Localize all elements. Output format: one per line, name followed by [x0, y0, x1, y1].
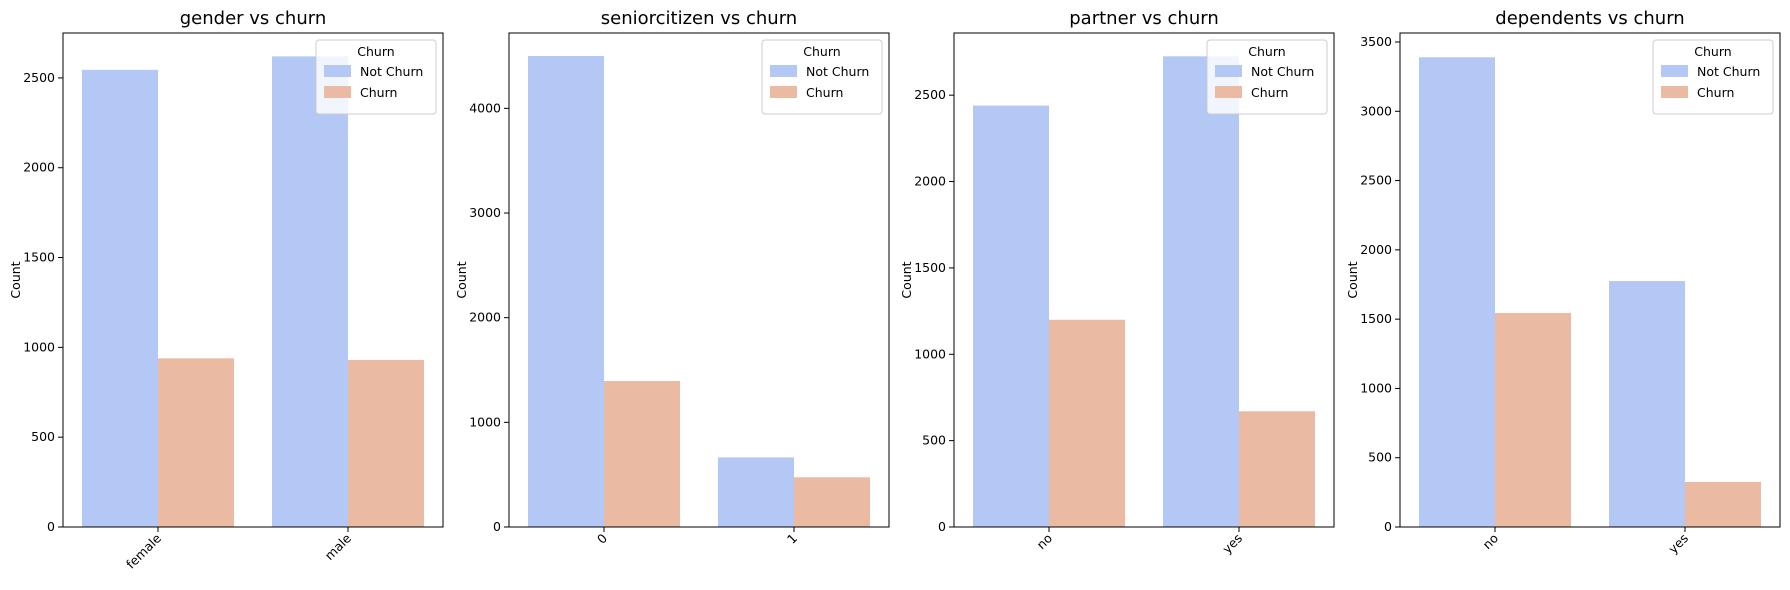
y-tick-label: 500 — [1368, 450, 1392, 465]
y-tick-label: 1000 — [1360, 380, 1392, 395]
legend-entry-not-churn: Not Churn — [1697, 64, 1760, 79]
y-tick-label: 1000 — [23, 339, 55, 354]
bar-not-churn-yes — [1163, 56, 1239, 528]
legend-swatch-not-churn — [1215, 65, 1242, 77]
legend-swatch-churn — [1215, 86, 1242, 98]
legend-title: Churn — [357, 44, 394, 59]
legend: Churn Not Churn Churn — [315, 39, 437, 115]
bar-churn-0 — [604, 380, 680, 527]
y-axis-label: Count — [899, 261, 914, 298]
y-axis-label: Count — [1345, 261, 1360, 298]
bar-churn-male — [348, 359, 424, 527]
y-tick-label: 500 — [31, 429, 55, 444]
x-tick-label: no — [1033, 531, 1055, 553]
bar-not-churn-0 — [528, 56, 604, 528]
plot-frame — [62, 32, 444, 528]
y-tick-label: 3000 — [469, 205, 501, 220]
chart-panel-0: 0 500 1000 1500 2000 2500 female male gender vs … — [8, 8, 444, 572]
legend: Churn Not Churn Churn — [1206, 39, 1328, 115]
y-tick-label: 2500 — [1360, 173, 1392, 188]
legend-swatch-churn — [770, 86, 797, 98]
y-tick-label: 0 — [493, 519, 501, 534]
legend-swatch-churn — [324, 86, 351, 98]
x-tick-label: no — [1479, 531, 1501, 553]
plot-frame — [953, 32, 1335, 528]
bar-not-churn-female — [82, 69, 158, 528]
x-tick-label: female — [123, 530, 164, 571]
chart-title: gender vs churn — [180, 8, 327, 29]
legend-swatch-churn — [1661, 86, 1688, 98]
x-tick-label: yes — [1219, 531, 1245, 557]
y-tick-label: 3000 — [1360, 103, 1392, 118]
bar-churn-no — [1049, 319, 1125, 527]
bar-churn-no — [1495, 312, 1571, 527]
y-tick-label: 3500 — [1360, 34, 1392, 49]
legend-entry-not-churn: Not Churn — [360, 64, 423, 79]
y-tick-label: 2500 — [914, 87, 946, 102]
plot-frame — [508, 32, 890, 528]
legend-title: Churn — [1694, 44, 1731, 59]
legend-swatch-not-churn — [324, 65, 351, 77]
legend-entry-churn: Churn — [360, 85, 397, 100]
bar-churn-female — [158, 358, 234, 527]
bar-not-churn-no — [1419, 57, 1495, 528]
y-tick-label: 2000 — [23, 160, 55, 175]
chart-panel-3: 0 500 1000 1500 2000 2500 3000 3500 no yes depende… — [1345, 8, 1781, 557]
bar-not-churn-yes — [1609, 281, 1685, 527]
y-tick-label: 1000 — [469, 414, 501, 429]
bar-not-churn-male — [272, 56, 348, 528]
y-tick-label: 1500 — [23, 250, 55, 265]
chart-panel-1: 0 1000 2000 3000 4000 0 1 seniorcitizen vs chur… — [454, 8, 890, 547]
legend-swatch-not-churn — [1661, 65, 1688, 77]
bar-not-churn-no — [973, 105, 1049, 527]
x-tick-label: 1 — [784, 531, 800, 547]
legend-entry-not-churn: Not Churn — [806, 64, 869, 79]
x-tick-label: yes — [1665, 531, 1691, 557]
legend-entry-churn: Churn — [806, 85, 843, 100]
y-tick-label: 0 — [47, 519, 55, 534]
bar-churn-1 — [794, 477, 870, 527]
legend: Churn Not Churn Churn — [1652, 39, 1774, 115]
chart-title: dependents vs churn — [1495, 8, 1684, 29]
legend-title: Churn — [1248, 44, 1285, 59]
legend-title: Churn — [803, 44, 840, 59]
y-tick-label: 2000 — [469, 310, 501, 325]
y-tick-label: 2000 — [914, 174, 946, 189]
y-axis-label: Count — [8, 261, 23, 298]
y-tick-label: 0 — [1384, 519, 1392, 534]
bar-not-churn-1 — [718, 457, 794, 527]
y-tick-label: 2000 — [1360, 242, 1392, 257]
y-tick-label: 1500 — [1360, 311, 1392, 326]
legend: Churn Not Churn Churn — [761, 39, 883, 115]
y-tick-label: 4000 — [469, 100, 501, 115]
x-tick-label: 0 — [594, 530, 610, 546]
legend-entry-not-churn: Not Churn — [1251, 64, 1314, 79]
x-tick-label: male — [322, 530, 355, 563]
y-tick-label: 0 — [938, 519, 946, 534]
y-tick-label: 1500 — [914, 260, 946, 275]
legend-entry-churn: Churn — [1251, 85, 1288, 100]
bar-churn-yes — [1685, 481, 1761, 527]
y-tick-label: 2500 — [23, 70, 55, 85]
plot-frame — [1399, 32, 1781, 528]
bar-churn-yes — [1239, 411, 1315, 527]
y-tick-label: 500 — [922, 433, 946, 448]
y-tick-label: 1000 — [914, 346, 946, 361]
legend-entry-churn: Churn — [1697, 85, 1734, 100]
y-axis-label: Count — [454, 261, 469, 298]
legend-swatch-not-churn — [770, 65, 797, 77]
chart-title: partner vs churn — [1069, 8, 1218, 29]
chart-title: seniorcitizen vs churn — [601, 8, 797, 29]
chart-panel-2: 0 500 1000 1500 2000 2500 no yes partner vs chur… — [899, 8, 1335, 557]
